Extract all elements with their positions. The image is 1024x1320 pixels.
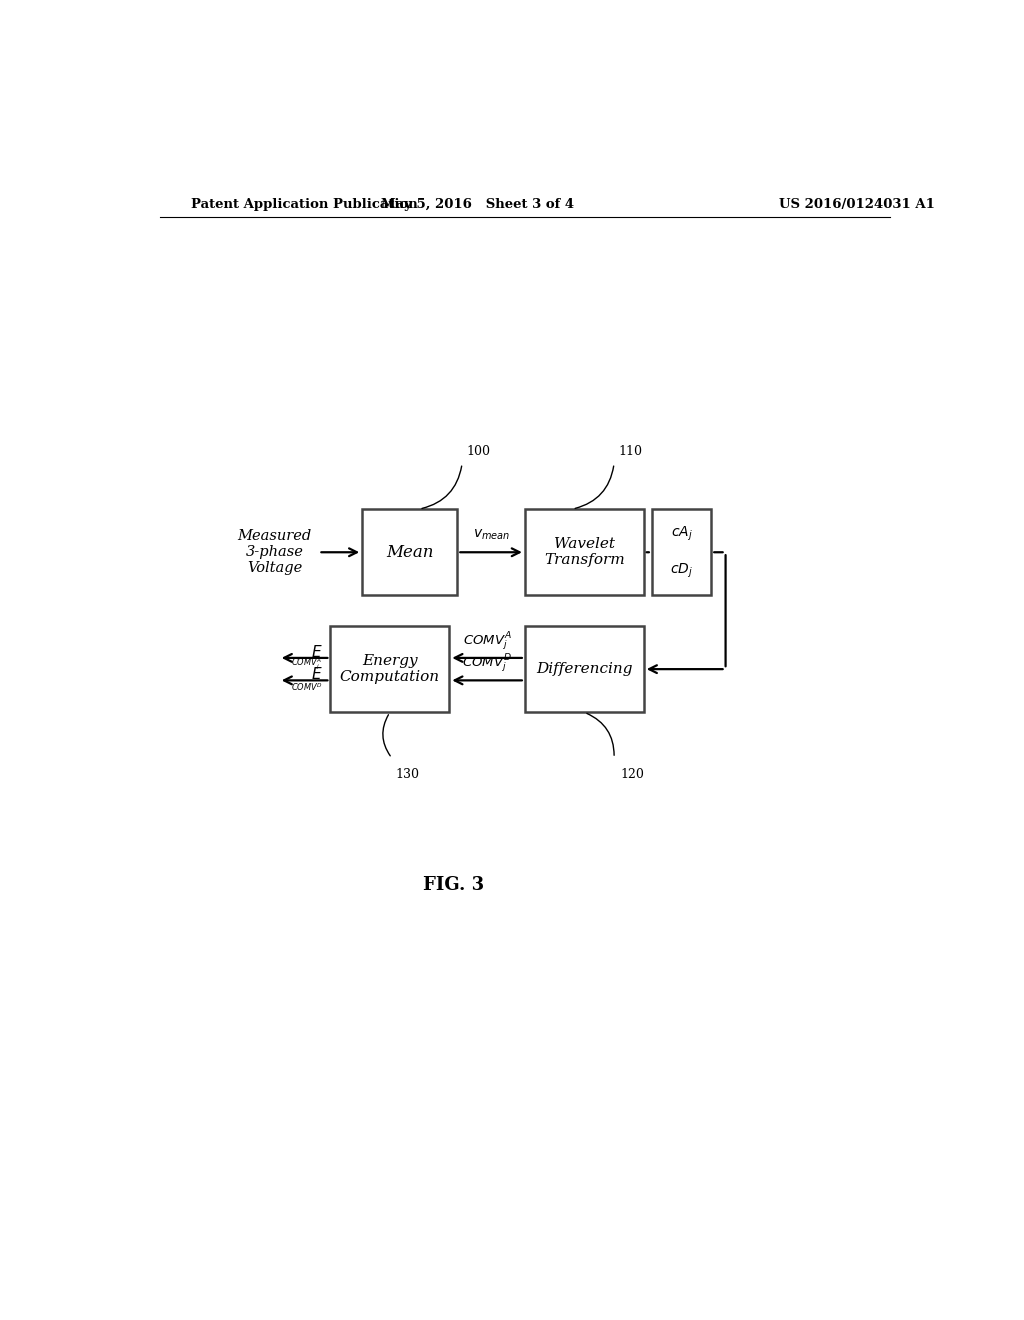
Text: $E$: $E$ <box>311 644 323 660</box>
Text: Patent Application Publication: Patent Application Publication <box>191 198 418 211</box>
Text: $COMV_j^D$: $COMV_j^D$ <box>462 653 512 676</box>
Text: $cA_j$

$cD_j$: $cA_j$ $cD_j$ <box>670 524 693 579</box>
Text: Mean: Mean <box>386 544 433 561</box>
Text: Differencing: Differencing <box>537 663 633 676</box>
Text: FIG. 3: FIG. 3 <box>423 876 484 894</box>
Text: Wavelet
Transform: Wavelet Transform <box>544 537 625 568</box>
Text: $v_{mean}$: $v_{mean}$ <box>472 528 510 543</box>
Text: 130: 130 <box>396 768 420 781</box>
Text: 120: 120 <box>621 768 644 781</box>
Text: May 5, 2016   Sheet 3 of 4: May 5, 2016 Sheet 3 of 4 <box>381 198 573 211</box>
Text: Energy
Computation: Energy Computation <box>340 653 440 684</box>
Bar <box>524 626 644 713</box>
Text: $E$: $E$ <box>311 667 323 682</box>
Text: 110: 110 <box>618 445 642 458</box>
Text: Measured
3-phase
Voltage: Measured 3-phase Voltage <box>238 528 312 576</box>
Text: 100: 100 <box>466 445 490 458</box>
Text: US 2016/0124031 A1: US 2016/0124031 A1 <box>778 198 935 211</box>
Bar <box>331 626 450 713</box>
Bar <box>652 510 712 595</box>
Text: $COMV_j^A$: $COMV_j^A$ <box>463 631 511 653</box>
Bar <box>524 510 644 595</box>
Text: $_{COMV_j^A}$: $_{COMV_j^A}$ <box>291 656 323 672</box>
Bar <box>362 510 458 595</box>
Text: $_{COMV^D}$: $_{COMV^D}$ <box>291 680 323 693</box>
